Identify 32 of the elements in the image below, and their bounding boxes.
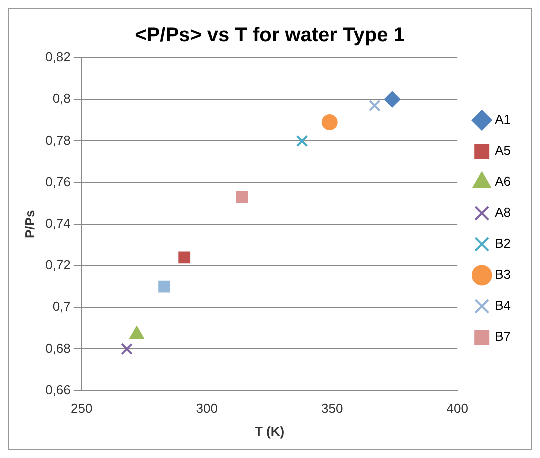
point <box>158 280 171 293</box>
point <box>368 100 381 112</box>
legend-label: B2 <box>495 236 512 252</box>
y-tick-label: 0,78 <box>46 132 71 148</box>
point <box>384 92 400 108</box>
x-tick-label: 350 <box>322 401 344 416</box>
y-tick-label: 0,66 <box>46 382 71 398</box>
y-tick-label: 0,74 <box>46 216 71 231</box>
point <box>178 252 191 264</box>
legend-label: B4 <box>495 298 512 314</box>
legend-label: A1 <box>495 112 512 128</box>
point <box>322 114 338 130</box>
point <box>121 343 133 356</box>
point <box>236 191 248 204</box>
y-tick-label: 0,76 <box>46 174 71 190</box>
legend-label: B3 <box>495 267 512 282</box>
point <box>296 135 308 148</box>
y-tick-label: 0,72 <box>46 258 71 273</box>
y-axis-title: P/Ps <box>22 210 38 238</box>
x-tick-label: 250 <box>71 401 93 416</box>
y-tick-label: 0,82 <box>46 50 71 65</box>
y-tick-label: 0,68 <box>46 340 71 356</box>
x-tick-label: 300 <box>196 401 218 416</box>
legend-label: A8 <box>495 205 512 220</box>
y-tick-label: 0,7 <box>52 299 71 314</box>
chart-title: <P/Ps> vs T for water Type 1 <box>135 24 405 47</box>
x-tick-label: 400 <box>446 401 468 416</box>
x-axis-title: T (K) <box>254 424 285 439</box>
legend-label: A6 <box>495 174 512 190</box>
y-tick-label: 0,8 <box>52 91 71 106</box>
legend-label: A5 <box>495 143 512 158</box>
legend-label: B7 <box>495 329 512 344</box>
